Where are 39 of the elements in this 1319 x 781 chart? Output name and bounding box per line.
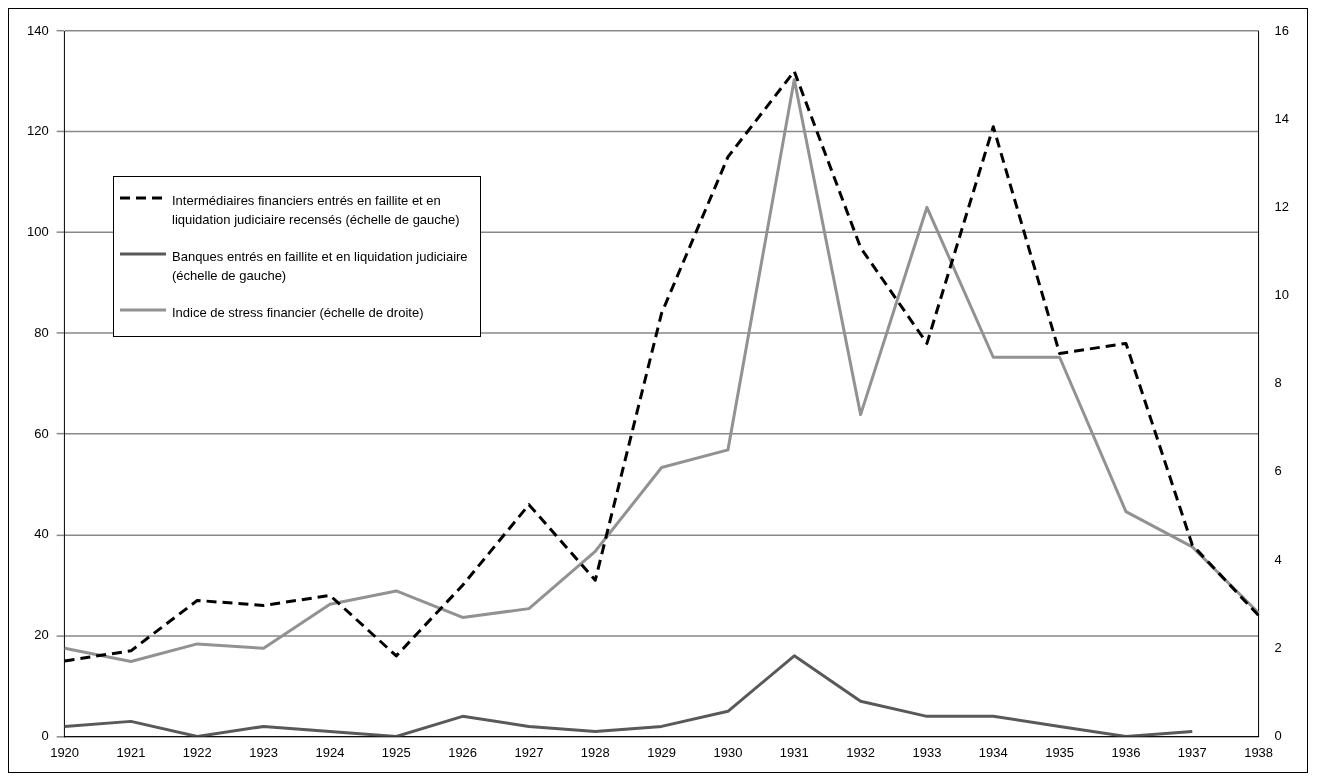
y-tick-label: 60	[34, 425, 49, 441]
y2-tick-label: 4	[1274, 551, 1282, 567]
x-tick-label: 1931	[779, 744, 809, 760]
y2-tick-label: 14	[1274, 110, 1290, 126]
x-tick-label: 1928	[580, 744, 610, 760]
legend-label: Intermédiaires financiers entrés en faillite et en liquidation judiciaire recensés (échelle de gauche)	[172, 192, 461, 229]
x-tick-label: 1922	[182, 744, 212, 760]
x-tick-label: 1920	[50, 744, 80, 760]
x-tick-label: 1930	[713, 744, 743, 760]
y2-tick-label: 8	[1274, 375, 1282, 391]
x-tick-label: 1936	[1111, 744, 1141, 760]
legend-label: Indice de stress financier (échelle de droite)	[172, 304, 424, 322]
x-tick-label: 1926	[448, 744, 478, 760]
y-tick-label: 140	[26, 22, 49, 38]
x-tick-label: 1937	[1177, 744, 1207, 760]
x-tick-label: 1929	[647, 744, 677, 760]
y-tick-label: 0	[41, 728, 49, 744]
y2-tick-label: 12	[1274, 198, 1290, 214]
y-tick-label: 40	[34, 526, 49, 542]
y2-tick-label: 6	[1274, 463, 1282, 479]
x-tick-label: 1932	[846, 744, 876, 760]
y2-tick-label: 0	[1274, 728, 1282, 744]
y-tick-label: 100	[26, 224, 49, 240]
y-tick-label: 80	[34, 324, 49, 340]
y-tick-label: 20	[34, 627, 49, 643]
y2-tick-label: 10	[1274, 287, 1290, 303]
x-tick-label: 1921	[116, 744, 146, 760]
x-tick-label: 1923	[249, 744, 279, 760]
x-tick-label: 1933	[912, 744, 942, 760]
x-tick-label: 1934	[978, 744, 1008, 760]
y2-tick-label: 2	[1274, 639, 1282, 655]
x-tick-label: 1924	[315, 744, 345, 760]
legend-label: Banques entrés en faillite et en liquidation judiciaire (échelle de gauche)	[172, 248, 469, 285]
y2-tick-label: 16	[1274, 22, 1290, 38]
x-tick-label: 1925	[381, 744, 411, 760]
x-tick-label: 1927	[514, 744, 544, 760]
x-tick-label: 1935	[1045, 744, 1075, 760]
y-tick-label: 120	[26, 123, 49, 139]
x-tick-label: 1938	[1244, 744, 1274, 760]
